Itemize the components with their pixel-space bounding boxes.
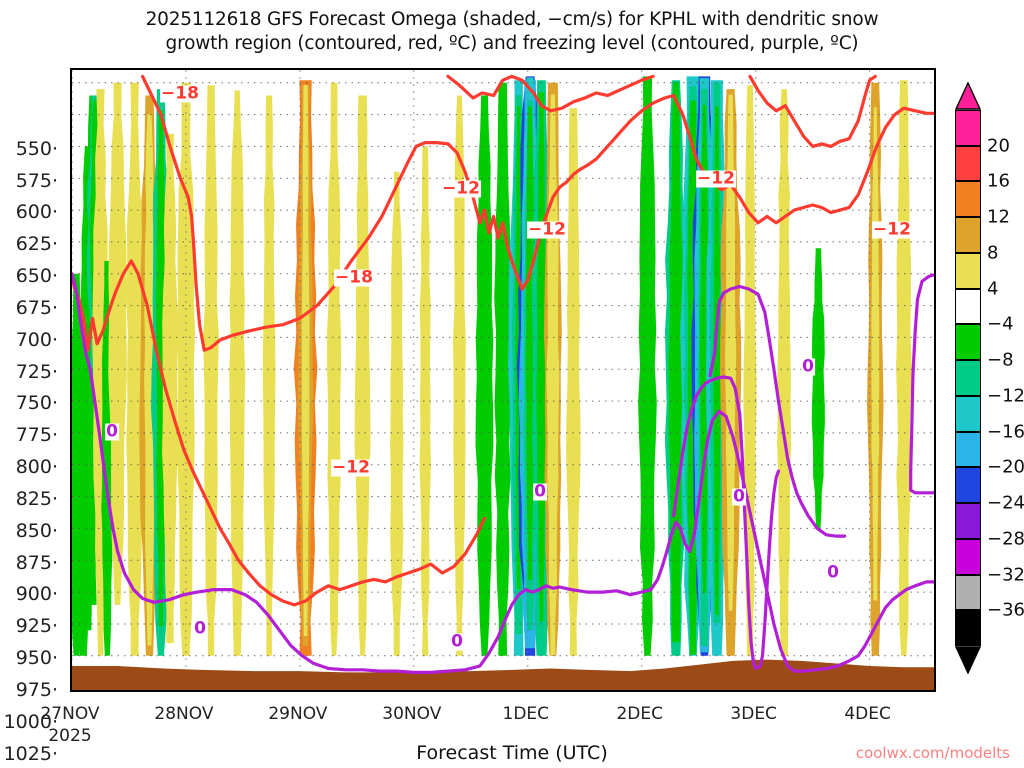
y-tick-975: 975·	[15, 678, 58, 701]
freezing-level-label-4: 0	[732, 486, 746, 507]
colorbar-label--28: −28	[987, 528, 1024, 550]
colorbar-label-4: 4	[987, 278, 999, 300]
colorbar: 20 16 12 8 4 −4 −8 −12 −16 −20 −24 −28 −32 −36	[954, 81, 1024, 675]
colorbar-label--32: −32	[987, 564, 1024, 586]
freezing-level-label-2: 0	[450, 631, 464, 652]
colorbar-segment-4	[955, 252, 981, 289]
dsr-contour-label-0: −18	[160, 83, 200, 104]
colorbar-segment-5	[955, 288, 981, 325]
dsr-contour-label-3: −12	[527, 219, 567, 240]
y-tick-1025: 1025·	[3, 742, 58, 765]
plot-canvas: −18−12−18−12−12−12−1200000000	[72, 70, 934, 690]
y-tick-575: 575·	[15, 169, 58, 192]
colorbar-label--36: −36	[987, 599, 1024, 621]
colorbar-label--24: −24	[987, 492, 1024, 514]
dsr-contour-label-6: −12	[331, 457, 371, 478]
x-tick-27nov: 27NOV	[40, 704, 100, 724]
colorbar-label--8: −8	[987, 349, 1014, 371]
y-tick-775: 775·	[15, 424, 58, 447]
x-tick-29nov: 29NOV	[268, 704, 328, 724]
y-tick-1000: 1000·	[3, 710, 58, 733]
colorbar-segment-10	[955, 467, 981, 504]
y-tick-925: 925·	[15, 615, 58, 638]
x-tick-30nov: 30NOV	[382, 704, 442, 724]
colorbar-label-8: 8	[987, 242, 999, 264]
x-tick-1dec: 1DEC	[502, 704, 550, 724]
colorbar-segment-2	[955, 181, 981, 218]
colorbar-label-12: 12	[987, 206, 1010, 228]
colorbar-segment-8	[955, 395, 981, 432]
x-tick-4dec: 4DEC	[844, 704, 891, 724]
y-tick-950: 950·	[15, 647, 58, 670]
y-axis-tick-labels: 550· 575· 600· 625· 650· 675· 700· 725· 750· 775·…	[0, 68, 64, 765]
y-tick-700: 700·	[15, 328, 58, 351]
freezing-level-label-0: 0	[105, 421, 119, 442]
colorbar-segment-3	[955, 217, 981, 253]
chart-title: 2025112618 GFS Forecast Omega (shaded, −…	[0, 8, 1024, 55]
x-tick-2dec: 2DEC	[616, 704, 663, 724]
y-tick-625: 625·	[15, 233, 58, 256]
colorbar-label--4: −4	[987, 313, 1014, 335]
dsr-contour-label-1: −12	[441, 178, 481, 199]
dsr-contour-label-5: −12	[872, 219, 912, 240]
colorbar-segment-6	[955, 324, 981, 361]
y-tick-675: 675·	[15, 296, 58, 319]
dsr-contour-label-4: −12	[696, 168, 736, 189]
y-tick-850: 850·	[15, 519, 58, 542]
x-axis-title: Forecast Time (UTC)	[416, 742, 608, 764]
y-tick-800: 800·	[15, 456, 58, 479]
x-tick-28nov: 28NOV	[154, 704, 214, 724]
freezing-level-label-3: 0	[533, 481, 547, 502]
x-tick-3dec: 3DEC	[730, 704, 777, 724]
colorbar-segment-7	[955, 360, 981, 396]
title-line-2: growth region (contoured, red, ºC) and f…	[165, 32, 859, 54]
colorbar-segment-11	[955, 503, 981, 539]
colorbar-bottom-arrow	[954, 646, 982, 675]
x-axis-year-label: 2025	[48, 726, 92, 746]
y-tick-900: 900·	[15, 583, 58, 606]
freezing-level-label-6: 0	[826, 562, 840, 583]
y-tick-600: 600·	[15, 201, 58, 224]
x-axis-tick-labels: 27NOV 28NOV 29NOV 30NOV 1DEC 2DEC 3DEC 4DEC 2025	[0, 700, 1024, 746]
colorbar-segment-14	[955, 610, 981, 646]
colorbar-label--16: −16	[987, 421, 1024, 443]
colorbar-segment-9	[955, 431, 981, 468]
freezing-level-label-5: 0	[801, 356, 815, 377]
freezing-level-label-1: 0	[193, 618, 207, 639]
colorbar-label--20: −20	[987, 456, 1024, 478]
colorbar-segment-1	[955, 145, 981, 182]
y-tick-875: 875·	[15, 551, 58, 574]
colorbar-segment-12	[955, 538, 981, 575]
y-tick-650: 650·	[15, 265, 58, 288]
colorbar-segment-0	[955, 110, 981, 146]
y-tick-725: 725·	[15, 360, 58, 383]
y-tick-750: 750·	[15, 392, 58, 415]
y-tick-825: 825·	[15, 487, 58, 510]
colorbar-label-16: 16	[987, 170, 1010, 192]
title-line-1: 2025112618 GFS Forecast Omega (shaded, −…	[145, 9, 879, 30]
plot-area: −18−12−18−12−12−12−1200000000	[70, 68, 936, 692]
colorbar-label--12: −12	[987, 385, 1024, 407]
colorbar-segment-13	[955, 574, 981, 611]
credit-watermark: coolwx.com/modelts	[855, 744, 1010, 762]
colorbar-top-arrow	[954, 81, 982, 110]
colorbar-label-20: 20	[987, 135, 1010, 157]
dsr-contour-label-2: −18	[334, 267, 374, 288]
y-tick-550: 550·	[15, 137, 58, 160]
